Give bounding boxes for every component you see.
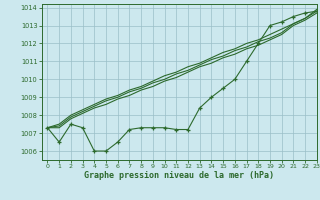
X-axis label: Graphe pression niveau de la mer (hPa): Graphe pression niveau de la mer (hPa)	[84, 171, 274, 180]
